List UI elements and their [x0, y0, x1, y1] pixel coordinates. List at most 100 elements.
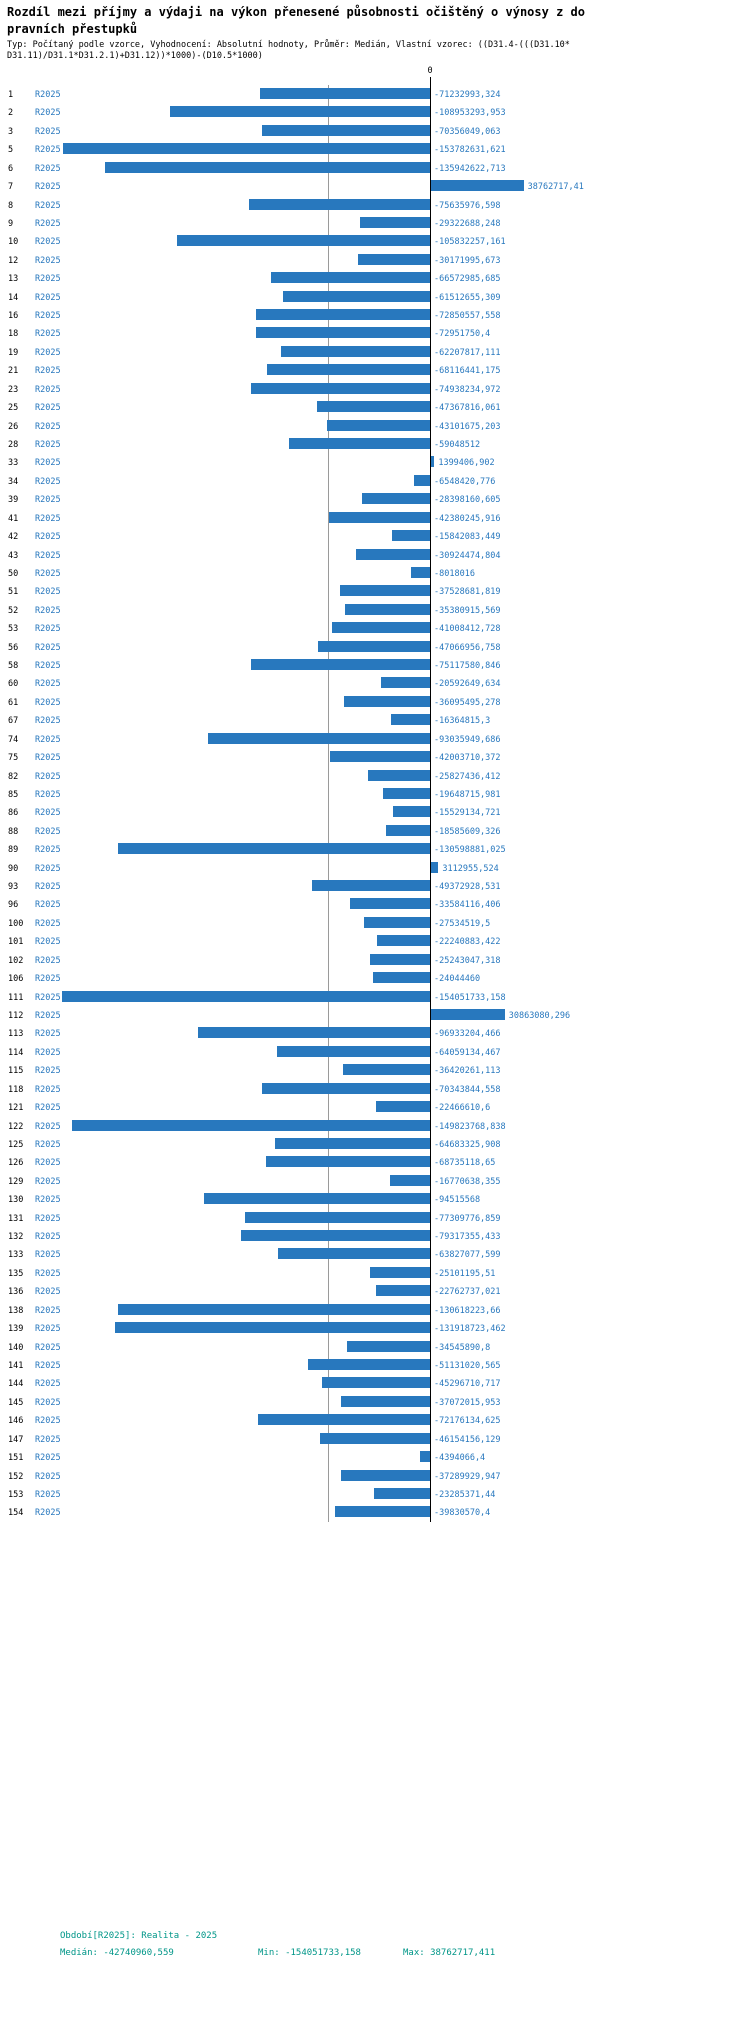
row-period-label: R2025 — [35, 329, 61, 340]
chart-row: 132 R2025 -79317355,433 — [0, 1227, 750, 1245]
row-id-label: 154 — [8, 1508, 24, 1519]
value-bar — [349, 898, 430, 910]
row-value-label: -49372928,531 — [434, 882, 501, 893]
row-period-label: R2025 — [35, 1360, 61, 1371]
value-bar — [431, 180, 524, 192]
chart-row: 86 R2025 -15529134,721 — [0, 803, 750, 821]
row-period-label: R2025 — [35, 1121, 61, 1132]
chart-row: 154 R2025 -39830570,4 — [0, 1503, 750, 1521]
chart-row: 1 R2025 -71232993,324 — [0, 85, 750, 103]
row-id-label: 53 — [8, 624, 19, 635]
row-value-label: -6548420,776 — [434, 476, 496, 487]
row-id-label: 56 — [8, 642, 19, 653]
chart-row: 26 R2025 -43101675,203 — [0, 417, 750, 435]
value-bar — [376, 1101, 430, 1113]
chart-subtitle-line2: D31.11)/D31.1*D31.2.1)+D31.12))*1000)-(D… — [7, 51, 263, 61]
chart-row: 60 R2025 -20592649,634 — [0, 674, 750, 692]
row-period-label: R2025 — [35, 863, 61, 874]
row-value-label: -18585609,326 — [434, 826, 501, 837]
value-bar — [249, 198, 430, 210]
chart-row: 19 R2025 -62207817,111 — [0, 343, 750, 361]
row-period-label: R2025 — [35, 753, 61, 764]
row-id-label: 144 — [8, 1379, 24, 1390]
value-bar — [255, 309, 430, 321]
row-value-label: -42380245,916 — [434, 513, 501, 524]
row-value-label: -96933204,466 — [434, 1029, 501, 1040]
row-id-label: 118 — [8, 1084, 24, 1095]
row-id-label: 147 — [8, 1434, 24, 1445]
value-bar — [410, 566, 430, 578]
row-value-label: -39830570,4 — [434, 1508, 491, 1519]
value-bar — [261, 1082, 430, 1094]
row-id-label: 75 — [8, 753, 19, 764]
row-period-label: R2025 — [35, 1287, 61, 1298]
row-id-label: 121 — [8, 1103, 24, 1114]
value-bar — [375, 1285, 430, 1297]
row-period-label: R2025 — [35, 992, 61, 1003]
row-value-label: -79317355,433 — [434, 1232, 501, 1243]
row-id-label: 2 — [8, 108, 14, 119]
row-period-label: R2025 — [35, 532, 61, 543]
row-id-label: 129 — [8, 1176, 24, 1187]
row-id-label: 39 — [8, 495, 19, 506]
chart-row: 51 R2025 -37528681,819 — [0, 582, 750, 600]
chart-row: 111 R2025 -154051733,158 — [0, 988, 750, 1006]
row-id-label: 67 — [8, 716, 19, 727]
row-id-label: 90 — [8, 863, 19, 874]
median-line — [327, 85, 329, 1522]
row-value-label: -34545890,8 — [434, 1342, 491, 1353]
row-period-label: R2025 — [35, 403, 61, 414]
row-value-label: -71232993,324 — [434, 90, 501, 100]
value-bar — [343, 695, 430, 707]
row-value-label: -75117580,846 — [434, 661, 501, 672]
chart-row: 50 R2025 -8018016 — [0, 564, 750, 582]
chart-row: 100 R2025 -27534519,5 — [0, 914, 750, 932]
chart-row: 122 R2025 -149823768,838 — [0, 1117, 750, 1135]
chart-row: 28 R2025 -59048512 — [0, 435, 750, 453]
row-id-label: 102 — [8, 955, 24, 966]
value-bar — [198, 1027, 430, 1039]
row-id-label: 96 — [8, 900, 19, 911]
row-id-label: 101 — [8, 937, 24, 948]
value-bar — [431, 1009, 505, 1020]
value-bar — [359, 216, 430, 228]
row-id-label: 10 — [8, 237, 19, 248]
value-bar — [259, 88, 430, 99]
row-id-label: 9 — [8, 218, 14, 229]
value-bar — [62, 143, 430, 155]
row-value-label: -47367816,061 — [434, 403, 501, 414]
row-value-label: -16364815,3 — [434, 716, 491, 727]
row-period-label: R2025 — [35, 237, 61, 248]
value-bar — [316, 401, 430, 413]
row-id-label: 74 — [8, 734, 19, 745]
row-period-label: R2025 — [35, 439, 61, 450]
chart-row: 140 R2025 -34545890,8 — [0, 1338, 750, 1356]
row-id-label: 152 — [8, 1471, 24, 1482]
row-value-label: -30924474,804 — [434, 550, 501, 561]
row-period-label: R2025 — [35, 642, 61, 653]
value-bar — [347, 1340, 430, 1352]
row-id-label: 12 — [8, 255, 19, 266]
value-bar — [275, 1137, 430, 1149]
row-value-label: -25243047,318 — [434, 955, 501, 966]
row-period-label: R2025 — [35, 126, 61, 137]
row-id-label: 16 — [8, 311, 19, 322]
chart-row: 39 R2025 -28398160,605 — [0, 490, 750, 508]
value-bar — [431, 456, 435, 468]
row-period-label: R2025 — [35, 1250, 61, 1261]
value-bar — [332, 622, 430, 634]
chart-row: 6 R2025 -135942622,713 — [0, 159, 750, 177]
chart-row: 13 R2025 -66572985,685 — [0, 269, 750, 287]
value-bar — [261, 124, 430, 136]
row-period-label: R2025 — [35, 900, 61, 911]
chart-row: 33 R2025 1399406,902 — [0, 453, 750, 471]
chart-subtitle-line1: Typ: Počítaný podle vzorce, Vyhodnocení:… — [7, 40, 570, 50]
row-period-label: R2025 — [35, 624, 61, 635]
row-value-label: -33584116,406 — [434, 900, 501, 911]
row-period-label: R2025 — [35, 200, 61, 211]
chart-row: 89 R2025 -130598881,025 — [0, 840, 750, 858]
row-period-label: R2025 — [35, 697, 61, 708]
row-period-label: R2025 — [35, 1379, 61, 1390]
value-bar — [240, 1230, 430, 1242]
chart-row: 118 R2025 -70343844,558 — [0, 1080, 750, 1098]
